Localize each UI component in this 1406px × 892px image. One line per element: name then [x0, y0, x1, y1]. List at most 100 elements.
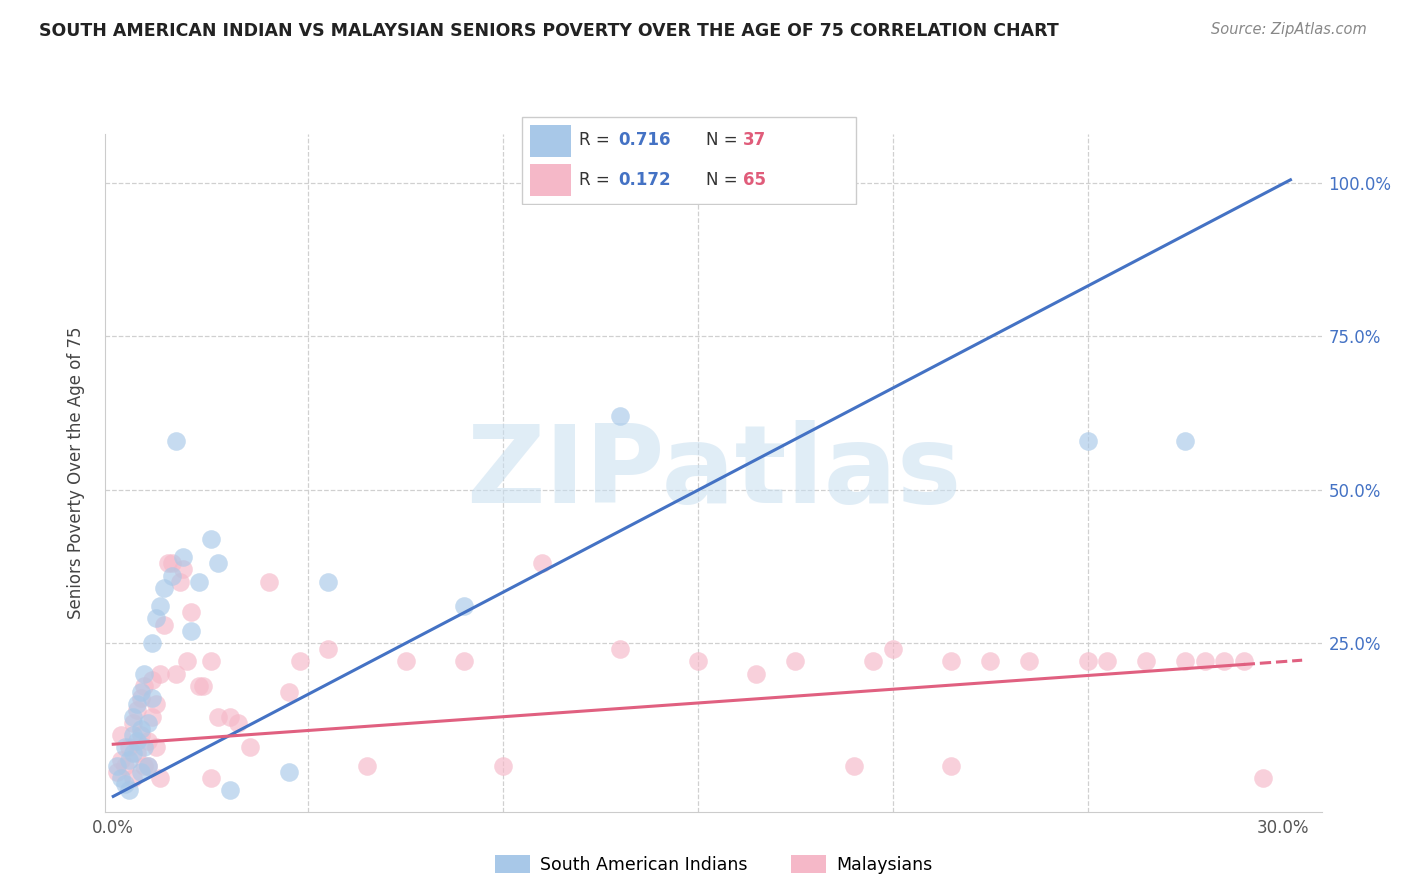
Point: [785, 654, 807, 668]
Point: [882, 642, 904, 657]
Point: [129, 728, 152, 742]
Point: [277, 764, 299, 779]
Point: [160, 568, 183, 582]
Point: [1213, 654, 1236, 668]
Point: [239, 740, 262, 755]
Point: [153, 617, 176, 632]
Point: [862, 654, 884, 668]
Point: [745, 666, 768, 681]
Point: [1194, 654, 1216, 668]
Text: N =: N =: [706, 170, 742, 188]
Point: [165, 666, 187, 681]
Point: [145, 698, 167, 712]
Point: [200, 771, 222, 785]
FancyBboxPatch shape: [530, 164, 571, 196]
FancyBboxPatch shape: [530, 125, 571, 157]
Point: [172, 550, 194, 565]
Point: [180, 605, 202, 619]
Point: [453, 654, 475, 668]
Text: 0.716: 0.716: [619, 131, 671, 150]
Point: [200, 532, 222, 546]
Point: [134, 679, 156, 693]
Point: [134, 740, 156, 755]
Text: R =: R =: [579, 131, 616, 150]
Point: [129, 691, 152, 706]
Point: [941, 758, 963, 772]
Point: [219, 783, 242, 797]
Point: [141, 636, 163, 650]
Point: [136, 758, 159, 772]
Point: [136, 734, 159, 748]
Point: [1174, 654, 1197, 668]
Point: [842, 758, 865, 772]
Point: [277, 685, 299, 699]
Point: [1077, 654, 1099, 668]
Point: [125, 698, 148, 712]
Point: [136, 715, 159, 730]
Text: N =: N =: [706, 131, 742, 150]
Point: [686, 654, 709, 668]
Point: [105, 764, 128, 779]
Point: [121, 728, 143, 742]
Legend: South American Indians, Malaysians: South American Indians, Malaysians: [488, 848, 939, 881]
Point: [1174, 434, 1197, 448]
Point: [118, 740, 141, 755]
Point: [110, 753, 132, 767]
Point: [356, 758, 378, 772]
Point: [121, 747, 143, 761]
Point: [134, 666, 156, 681]
Point: [316, 642, 339, 657]
Point: [118, 783, 141, 797]
Text: R =: R =: [579, 170, 616, 188]
Point: [141, 709, 163, 723]
Point: [492, 758, 515, 772]
Point: [394, 654, 416, 668]
Point: [941, 654, 963, 668]
Point: [149, 599, 172, 614]
Point: [129, 764, 152, 779]
Point: [149, 771, 172, 785]
Point: [1135, 654, 1157, 668]
Point: [110, 728, 132, 742]
Point: [1233, 654, 1256, 668]
Point: [160, 556, 183, 570]
Point: [226, 715, 249, 730]
Point: [609, 642, 631, 657]
Point: [207, 556, 229, 570]
Point: [129, 685, 152, 699]
Point: [134, 758, 156, 772]
Point: [200, 654, 222, 668]
Text: ZIPatlas: ZIPatlas: [465, 420, 962, 525]
Text: 37: 37: [742, 131, 766, 150]
Point: [125, 747, 148, 761]
Point: [165, 434, 187, 448]
Point: [609, 409, 631, 423]
Point: [176, 654, 198, 668]
Point: [141, 673, 163, 687]
Point: [121, 709, 143, 723]
Point: [188, 574, 211, 589]
Point: [129, 722, 152, 736]
Point: [136, 758, 159, 772]
Point: [1097, 654, 1119, 668]
Point: [105, 758, 128, 772]
Point: [1077, 434, 1099, 448]
Point: [1018, 654, 1040, 668]
Point: [121, 771, 143, 785]
Point: [114, 740, 136, 755]
Point: [145, 611, 167, 625]
Text: 0.172: 0.172: [619, 170, 671, 188]
Point: [125, 734, 148, 748]
Text: 65: 65: [742, 170, 766, 188]
Point: [219, 709, 242, 723]
Point: [290, 654, 312, 668]
Point: [125, 704, 148, 718]
Point: [188, 679, 211, 693]
Text: Source: ZipAtlas.com: Source: ZipAtlas.com: [1211, 22, 1367, 37]
Point: [156, 556, 179, 570]
Point: [110, 771, 132, 785]
Point: [172, 562, 194, 576]
Point: [145, 740, 167, 755]
Point: [141, 691, 163, 706]
Point: [153, 581, 176, 595]
